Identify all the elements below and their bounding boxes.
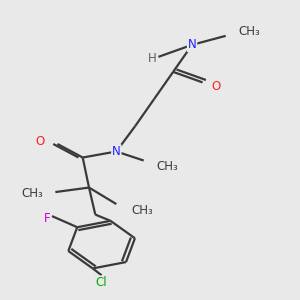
Text: O: O xyxy=(211,80,220,93)
Text: N: N xyxy=(112,145,121,158)
Text: F: F xyxy=(44,212,50,225)
Text: N: N xyxy=(188,38,197,51)
Text: Cl: Cl xyxy=(96,276,107,289)
Text: CH₃: CH₃ xyxy=(156,160,178,173)
Text: CH₃: CH₃ xyxy=(238,25,260,38)
Text: H: H xyxy=(148,52,157,65)
Text: CH₃: CH₃ xyxy=(131,204,153,217)
Text: CH₃: CH₃ xyxy=(21,187,43,200)
Text: O: O xyxy=(36,135,45,148)
